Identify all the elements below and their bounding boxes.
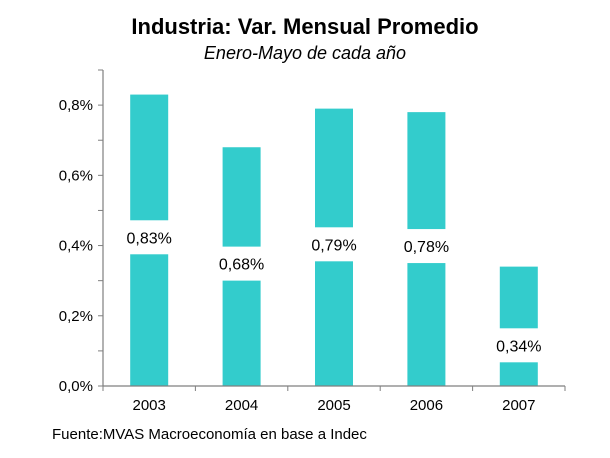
data-label-2003: 0,83%	[127, 230, 172, 247]
data-label-2004: 0,68%	[219, 257, 264, 274]
y-tick-label: 0,2%	[59, 308, 93, 325]
data-label-box	[116, 220, 183, 255]
bar-2007	[499, 266, 538, 386]
data-label-box	[485, 328, 552, 363]
y-tick-label: 0,4%	[59, 238, 93, 255]
x-tick-label-2003: 2003	[133, 397, 166, 414]
x-tick-label-2006: 2006	[410, 397, 443, 414]
y-tick-label: 0,0%	[59, 378, 93, 395]
data-label-2005: 0,79%	[311, 237, 356, 254]
data-label-box	[301, 227, 367, 262]
source-note: Fuente:MVAS Macroeconomía en base a Inde…	[52, 426, 367, 443]
y-tick-label: 0,8%	[59, 97, 93, 114]
data-label-box	[208, 246, 275, 281]
x-tick-label-2005: 2005	[317, 397, 350, 414]
x-axis: 2003 2004 2005 2006 2007	[102, 385, 566, 414]
chart-subtitle: Enero-Mayo de cada año	[203, 43, 407, 63]
bars: 0,83% 0,68% 0,79% 0,78% 0,34%	[116, 94, 552, 387]
y-axis: 0,0% 0,2% 0,4% 0,6% 0,8%	[59, 69, 104, 395]
x-tick-label-2007: 2007	[502, 397, 535, 414]
data-label-box	[393, 229, 460, 264]
x-tick-label-2004: 2004	[225, 397, 258, 414]
chart-title: Industria: Var. Mensual Promedio	[131, 14, 479, 39]
data-label-2007: 0,34%	[496, 338, 541, 355]
data-label-2006: 0,78%	[404, 239, 449, 256]
y-tick-label: 0,6%	[59, 167, 93, 184]
